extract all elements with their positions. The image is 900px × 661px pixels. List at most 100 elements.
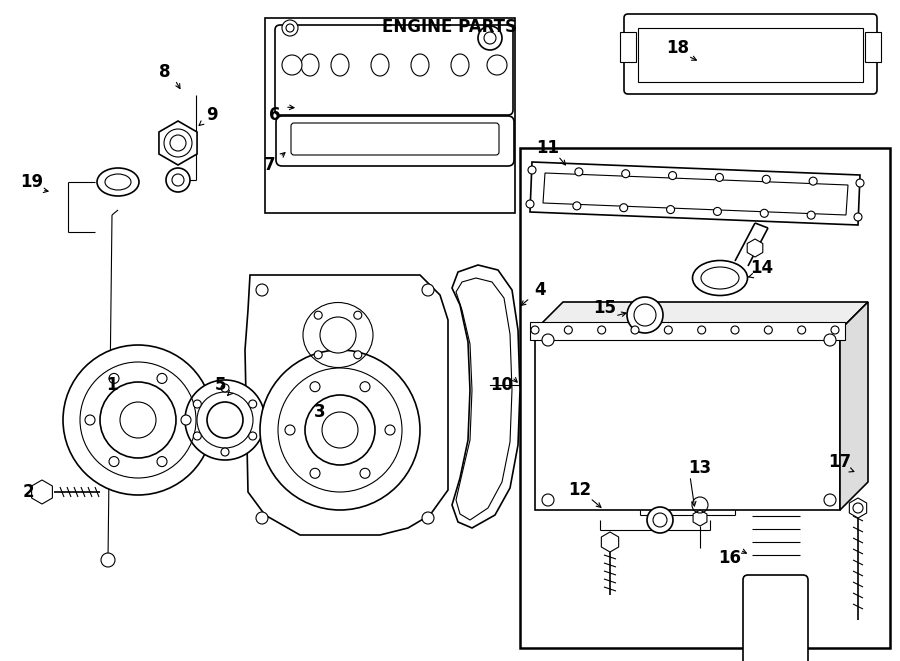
Ellipse shape (331, 54, 349, 76)
FancyBboxPatch shape (275, 25, 513, 115)
Circle shape (484, 32, 496, 44)
Circle shape (286, 24, 294, 32)
Circle shape (256, 512, 268, 524)
Circle shape (109, 373, 119, 383)
Text: 4: 4 (535, 281, 545, 299)
Circle shape (320, 317, 356, 353)
Circle shape (760, 210, 769, 217)
Circle shape (669, 172, 677, 180)
Polygon shape (850, 498, 867, 518)
Bar (638, 28, 863, 82)
Circle shape (385, 425, 395, 435)
Circle shape (807, 211, 815, 219)
Circle shape (698, 326, 706, 334)
Circle shape (647, 507, 673, 533)
Text: ENGINE PARTS: ENGINE PARTS (382, 18, 518, 36)
Text: 3: 3 (314, 403, 326, 421)
Circle shape (63, 345, 213, 495)
Text: 7: 7 (265, 156, 275, 174)
Circle shape (564, 326, 572, 334)
Circle shape (667, 206, 675, 214)
Circle shape (282, 20, 298, 36)
Circle shape (310, 468, 320, 479)
Circle shape (531, 326, 539, 334)
Circle shape (305, 395, 375, 465)
Circle shape (194, 400, 202, 408)
Circle shape (764, 326, 772, 334)
Circle shape (809, 177, 817, 185)
Text: 16: 16 (718, 549, 742, 567)
Circle shape (100, 382, 176, 458)
Ellipse shape (301, 54, 319, 76)
Text: 19: 19 (21, 173, 43, 191)
FancyBboxPatch shape (276, 116, 514, 166)
Circle shape (360, 468, 370, 479)
Circle shape (248, 400, 256, 408)
Circle shape (526, 200, 534, 208)
Circle shape (354, 311, 362, 319)
Circle shape (101, 553, 115, 567)
Bar (530, 322, 845, 340)
Circle shape (166, 168, 190, 192)
Text: 5: 5 (214, 376, 226, 394)
Ellipse shape (371, 54, 389, 76)
Text: 6: 6 (269, 106, 281, 124)
Circle shape (322, 412, 358, 448)
Circle shape (157, 373, 167, 383)
Bar (620, 32, 636, 62)
Circle shape (85, 415, 95, 425)
Circle shape (221, 448, 229, 456)
Circle shape (422, 284, 434, 296)
Circle shape (575, 168, 583, 176)
Circle shape (354, 351, 362, 359)
Circle shape (598, 326, 606, 334)
Text: 9: 9 (206, 106, 218, 124)
Circle shape (664, 326, 672, 334)
FancyBboxPatch shape (743, 575, 808, 661)
Circle shape (762, 175, 770, 183)
Circle shape (854, 213, 862, 221)
Text: 15: 15 (593, 299, 616, 317)
Polygon shape (693, 510, 706, 526)
Bar (865, 32, 881, 62)
Polygon shape (840, 302, 868, 510)
Circle shape (157, 457, 167, 467)
Circle shape (181, 415, 191, 425)
Text: 10: 10 (491, 376, 514, 394)
Text: 1: 1 (106, 376, 118, 394)
Polygon shape (747, 239, 763, 257)
Ellipse shape (451, 54, 469, 76)
Polygon shape (530, 162, 860, 225)
Circle shape (824, 494, 836, 506)
Text: 8: 8 (159, 63, 171, 81)
Text: 11: 11 (536, 139, 560, 157)
Circle shape (831, 326, 839, 334)
Circle shape (256, 284, 268, 296)
Polygon shape (32, 480, 52, 504)
Circle shape (627, 297, 663, 333)
Circle shape (248, 432, 256, 440)
Text: 14: 14 (751, 259, 774, 277)
Text: 2: 2 (22, 483, 34, 501)
Circle shape (478, 26, 502, 50)
Ellipse shape (97, 168, 139, 196)
Circle shape (260, 350, 420, 510)
Circle shape (620, 204, 627, 212)
Circle shape (824, 334, 836, 346)
Circle shape (170, 135, 186, 151)
Circle shape (314, 311, 322, 319)
Bar (265, 18, 515, 213)
Circle shape (487, 55, 507, 75)
Circle shape (573, 202, 580, 210)
Circle shape (714, 208, 722, 215)
FancyBboxPatch shape (624, 14, 877, 94)
Circle shape (631, 326, 639, 334)
Ellipse shape (105, 174, 131, 190)
Polygon shape (245, 275, 448, 535)
Polygon shape (452, 265, 520, 528)
Circle shape (542, 494, 554, 506)
Circle shape (120, 402, 156, 438)
Circle shape (172, 174, 184, 186)
Polygon shape (535, 330, 840, 510)
Circle shape (285, 425, 295, 435)
